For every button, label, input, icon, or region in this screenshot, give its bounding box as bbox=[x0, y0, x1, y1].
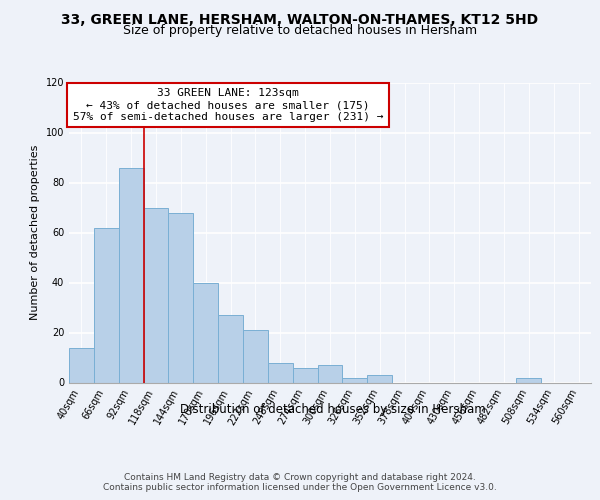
Y-axis label: Number of detached properties: Number of detached properties bbox=[30, 145, 40, 320]
Text: 33, GREEN LANE, HERSHAM, WALTON-ON-THAMES, KT12 5HD: 33, GREEN LANE, HERSHAM, WALTON-ON-THAME… bbox=[61, 12, 539, 26]
Bar bbox=[343, 378, 367, 382]
Text: Size of property relative to detached houses in Hersham: Size of property relative to detached ho… bbox=[123, 24, 477, 37]
Bar bbox=[218, 315, 243, 382]
Bar bbox=[169, 212, 193, 382]
Bar bbox=[193, 282, 218, 382]
Bar bbox=[293, 368, 317, 382]
Bar bbox=[94, 228, 119, 382]
Bar bbox=[517, 378, 541, 382]
Bar bbox=[317, 365, 343, 382]
Bar bbox=[268, 362, 293, 382]
Bar bbox=[69, 348, 94, 382]
Text: 33 GREEN LANE: 123sqm
← 43% of detached houses are smaller (175)
57% of semi-det: 33 GREEN LANE: 123sqm ← 43% of detached … bbox=[73, 88, 383, 122]
Bar bbox=[243, 330, 268, 382]
Bar bbox=[367, 375, 392, 382]
Text: Distribution of detached houses by size in Hersham: Distribution of detached houses by size … bbox=[180, 402, 486, 415]
Text: Contains HM Land Registry data © Crown copyright and database right 2024.
Contai: Contains HM Land Registry data © Crown c… bbox=[103, 472, 497, 492]
Bar bbox=[143, 208, 169, 382]
Bar bbox=[119, 168, 143, 382]
